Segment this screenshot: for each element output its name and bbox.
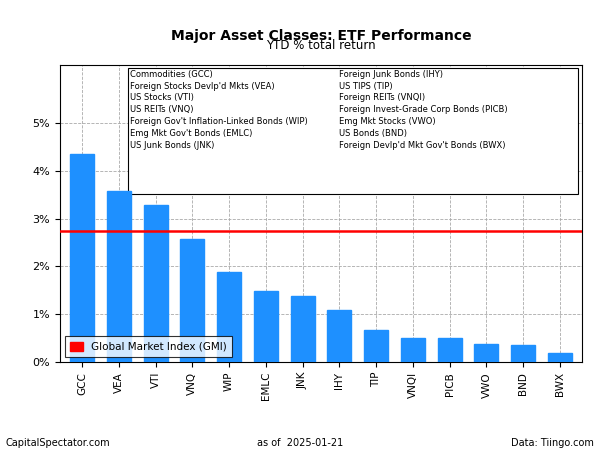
Bar bbox=[254, 291, 278, 362]
Bar bbox=[364, 330, 388, 362]
Legend: Global Market Index (GMI): Global Market Index (GMI) bbox=[65, 337, 232, 357]
FancyBboxPatch shape bbox=[128, 68, 578, 194]
Bar bbox=[290, 296, 314, 362]
Bar bbox=[107, 191, 131, 362]
Text: YTD % total return: YTD % total return bbox=[266, 39, 376, 52]
Text: as of  2025-01-21: as of 2025-01-21 bbox=[257, 438, 343, 448]
Bar bbox=[70, 154, 94, 362]
Bar bbox=[475, 344, 499, 362]
Bar bbox=[143, 205, 167, 362]
Bar bbox=[511, 346, 535, 362]
Text: Commodities (GCC)
Foreign Stocks Devlp'd Mkts (VEA)
US Stocks (VTI)
US REITs (VN: Commodities (GCC) Foreign Stocks Devlp'd… bbox=[130, 70, 308, 149]
Text: CapitalSpectator.com: CapitalSpectator.com bbox=[6, 438, 110, 448]
Bar bbox=[548, 353, 572, 362]
Text: Foreign Junk Bonds (IHY)
US TIPS (TIP)
Foreign REITs (VNQI)
Foreign Invest-Grade: Foreign Junk Bonds (IHY) US TIPS (TIP) F… bbox=[339, 70, 508, 149]
Bar bbox=[328, 310, 352, 362]
Bar bbox=[401, 338, 425, 362]
Text: Data: Tiingo.com: Data: Tiingo.com bbox=[511, 438, 594, 448]
Bar bbox=[217, 272, 241, 362]
Bar bbox=[181, 238, 204, 362]
Title: Major Asset Classes: ETF Performance: Major Asset Classes: ETF Performance bbox=[170, 29, 472, 43]
Bar bbox=[438, 338, 461, 362]
